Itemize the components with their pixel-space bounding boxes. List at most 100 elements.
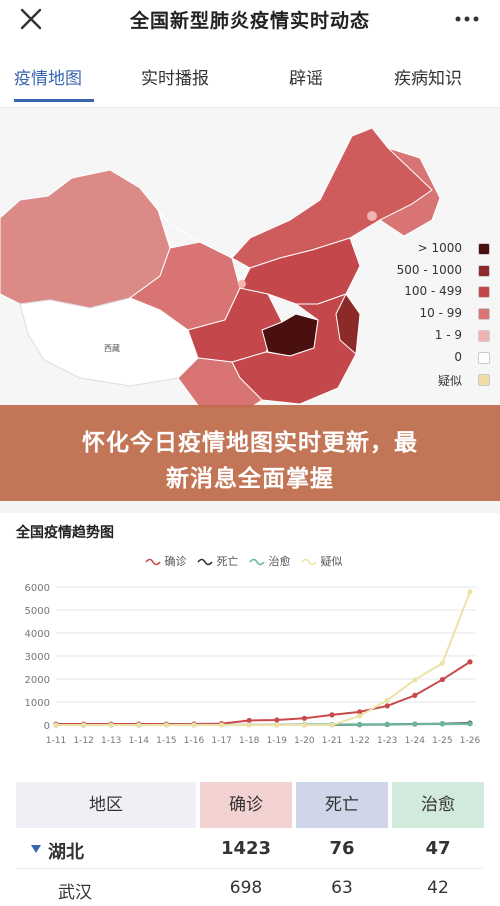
x-tick-label: 1-12 [73,736,93,746]
legend-item[interactable]: 1 - 9 [398,327,498,347]
headline-line-2: 新消息全面掌握 [166,466,334,492]
table-header-cured[interactable]: 治愈 [392,782,484,828]
tab-rumor[interactable]: 辟谣 [289,69,323,89]
legend-label: 确诊 [164,555,187,568]
legend-swatch [478,265,490,277]
data-point [274,717,280,723]
dead-count: 76 [329,838,355,859]
data-point [53,722,59,728]
trend-legend: 确诊 死亡 治愈 疑似 [0,553,500,573]
trend-legend-suspected[interactable]: 疑似 [301,553,343,571]
x-tick-label: 1-19 [267,736,288,746]
data-point [467,721,473,727]
data-point [246,722,252,728]
data-point [384,721,390,727]
legend-item[interactable]: 10 - 99 [398,305,498,325]
legend-label: 1 - 9 [434,328,462,342]
region-name: 武汉 [58,883,92,903]
legend-label: 死亡 [216,555,239,568]
data-point [439,660,445,666]
legend-swatch [478,330,490,342]
line-icon [249,558,265,566]
tab-epidemic-map[interactable]: 疫情地图 [14,69,82,89]
line-icon [197,558,213,566]
x-tick-label: 1-14 [129,736,150,746]
data-point [191,722,197,728]
active-tab-indicator [14,99,94,102]
data-point [384,697,390,703]
data-point [412,721,418,727]
tab-bar: 疫情地图 实时播报 辟谣 疾病知识 [0,44,500,108]
trend-legend-cured[interactable]: 治愈 [249,553,291,571]
data-point [329,712,335,718]
expand-triangle-icon[interactable] [30,844,42,854]
data-point [108,722,114,728]
legend-item[interactable]: 500 - 1000 [397,262,498,282]
trend-legend-confirmed[interactable]: 确诊 [145,553,187,571]
data-point [246,717,252,724]
data-point [467,589,473,595]
legend-swatch [478,374,490,386]
china-map-graphic: 西藏 [0,127,441,408]
legend-label: 疑似 [320,555,343,568]
data-point [81,722,87,728]
x-tick-label: 1-24 [405,736,426,746]
epidemic-map[interactable]: 西藏 > 1000 500 - 1000 100 - 499 10 - 99 1… [0,108,500,408]
table-header-region[interactable]: 地区 [16,782,196,828]
legend-item[interactable]: 疑似 [398,371,498,391]
y-tick-label: 1000 [25,698,50,709]
y-tick-label: 0 [44,721,50,732]
region-stats-table: 地区 确诊 死亡 治愈 湖北 1423 76 47 武汉 698 63 42 [16,782,484,906]
legend-swatch [478,308,490,320]
trend-chart-title: 全国疫情趋势图 [16,525,114,541]
data-point [357,721,363,727]
trend-legend-dead[interactable]: 死亡 [197,553,239,571]
dead-count: 63 [331,878,353,898]
more-icon[interactable] [454,9,480,29]
legend-label: 治愈 [268,555,291,568]
data-point [357,713,363,719]
trend-line-chart[interactable]: 0 1000 2000 3000 4000 5000 6000 1-11 1-12 1-13 1-1… [0,575,500,750]
data-point [467,659,473,665]
legend-label: 100 - 499 [404,284,462,298]
close-icon[interactable] [18,6,44,32]
province-label-tibet: 西藏 [104,343,120,353]
legend-item[interactable]: 0 [398,349,498,369]
data-point [301,722,307,728]
region-name: 湖北 [48,842,84,863]
y-tick-label: 2000 [25,675,50,686]
x-tick-label: 1-11 [46,736,66,746]
x-tick-label: 1-23 [377,736,397,746]
cured-count: 47 [425,838,451,859]
x-tick-label: 1-21 [322,736,342,746]
data-point [357,709,363,715]
row-divider [16,868,484,869]
tab-disease-knowledge[interactable]: 疾病知识 [394,69,462,89]
data-point [384,703,390,709]
data-point [329,722,335,728]
headline-banner: 怀化今日疫情地图实时更新，最 新消息全面掌握 [0,405,500,501]
page-title: 全国新型肺炎疫情实时动态 [129,10,370,32]
x-tick-label: 1-22 [349,736,369,746]
data-point [439,721,445,727]
table-header-confirmed[interactable]: 确诊 [200,782,292,828]
y-tick-label: 3000 [25,652,50,663]
line-icon [145,558,161,566]
table-header-dead[interactable]: 死亡 [296,782,388,828]
legend-label: 疑似 [437,374,462,388]
x-tick-label: 1-16 [184,736,205,746]
x-tick-label: 1-13 [101,736,121,746]
legend-label: 10 - 99 [419,306,463,320]
y-tick-label: 6000 [25,583,50,594]
data-point [439,676,445,683]
data-point [219,722,225,728]
x-tick-label: 1-17 [211,736,231,746]
legend-label: 0 [454,350,462,364]
tab-live-broadcast[interactable]: 实时播报 [141,69,209,89]
legend-item[interactable]: 100 - 499 [398,283,498,303]
legend-item[interactable]: > 1000 [398,240,498,260]
series-line [56,661,471,726]
data-point [274,722,280,728]
y-tick-label: 5000 [25,606,50,617]
x-tick-label: 1-20 [294,736,315,746]
